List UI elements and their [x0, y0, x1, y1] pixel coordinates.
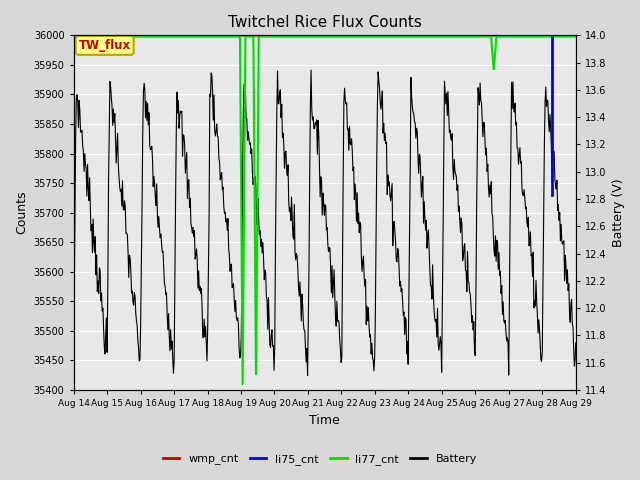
- Y-axis label: Counts: Counts: [15, 191, 28, 234]
- Legend: wmp_cnt, li75_cnt, li77_cnt, Battery: wmp_cnt, li75_cnt, li77_cnt, Battery: [158, 450, 482, 469]
- Title: Twitchel Rice Flux Counts: Twitchel Rice Flux Counts: [228, 15, 422, 30]
- X-axis label: Time: Time: [309, 414, 340, 427]
- Y-axis label: Battery (V): Battery (V): [612, 179, 625, 247]
- Text: TW_flux: TW_flux: [79, 39, 131, 52]
